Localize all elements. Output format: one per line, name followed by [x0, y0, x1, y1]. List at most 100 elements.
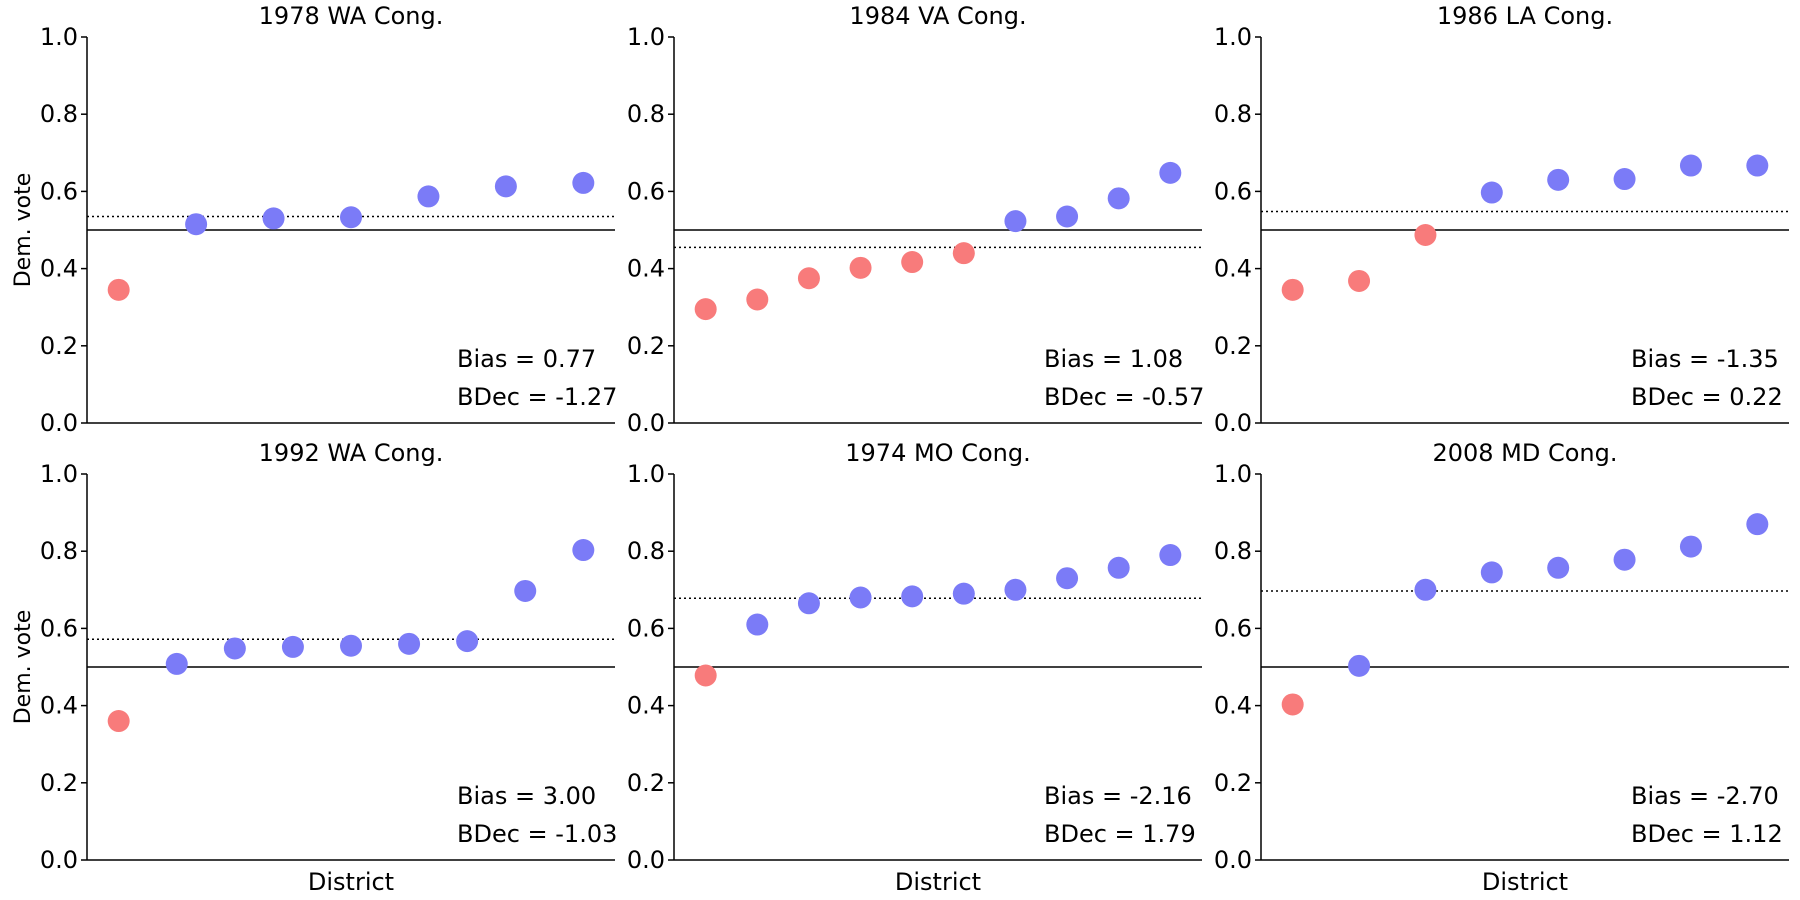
y-tick-label: 0.8	[1214, 100, 1252, 128]
y-tick-label: 0.0	[1214, 409, 1252, 437]
bias-label: Bias = 1.08	[1044, 345, 1183, 373]
district-point	[107, 278, 130, 301]
panel-4: 1992 WA Cong. 0.0 0.2 0.4 0.6 0.8 1.0 Dem. vote…	[11, 439, 617, 896]
district-point	[797, 592, 820, 615]
district-point	[165, 652, 188, 675]
y-tick-label: 1.0	[627, 23, 665, 51]
district-point	[1056, 205, 1079, 228]
bdec-label: BDec = 1.12	[1631, 820, 1783, 848]
x-axis-label: District	[308, 868, 394, 896]
district-point	[1547, 168, 1570, 191]
bias-label: Bias = 0.77	[457, 345, 596, 373]
y-tick-label: 1.0	[40, 460, 78, 488]
district-point	[185, 213, 208, 236]
y-tick-label: 0.4	[627, 692, 665, 720]
district-point	[694, 664, 717, 687]
district-point	[746, 613, 769, 636]
panel-title: 2008 MD Cong.	[1432, 439, 1617, 467]
y-tick-label: 0.6	[40, 614, 78, 642]
district-point	[1414, 224, 1437, 247]
district-point	[1679, 535, 1702, 558]
y-tick-label: 1.0	[1214, 23, 1252, 51]
district-point	[849, 256, 872, 279]
district-point	[1159, 544, 1182, 567]
district-point	[1159, 161, 1182, 184]
district-point	[572, 539, 595, 562]
district-point	[1281, 278, 1304, 301]
district-point	[340, 206, 362, 229]
panel-title: 1984 VA Cong.	[849, 2, 1026, 30]
district-point	[1414, 578, 1437, 601]
y-tick-label: 0.6	[1214, 177, 1252, 205]
bias-label: Bias = -2.70	[1631, 782, 1779, 810]
bias-label: Bias = 3.00	[457, 782, 596, 810]
y-tick-label: 0.6	[40, 177, 78, 205]
panel-6: 2008 MD Cong. 0.0 0.2 0.4 0.6 0.8 1.0 District B…	[1214, 439, 1789, 896]
panel-title: 1986 LA Cong.	[1437, 2, 1613, 30]
panel-title: 1978 WA Cong.	[259, 2, 444, 30]
x-axis-label: District	[1482, 868, 1568, 896]
district-point	[797, 267, 820, 290]
district-point	[572, 171, 595, 194]
y-tick-label: 0.4	[40, 692, 78, 720]
y-tick-label: 0.2	[1214, 769, 1252, 797]
district-point	[340, 634, 362, 657]
district-point	[1547, 556, 1570, 579]
district-point	[1107, 187, 1130, 210]
y-tick-label: 0.2	[627, 769, 665, 797]
y-tick-label: 1.0	[40, 23, 78, 51]
y-tick-label: 0.0	[40, 409, 78, 437]
panel-title: 1992 WA Cong.	[259, 439, 444, 467]
district-point	[1348, 269, 1371, 292]
panel-5: 1974 MO Cong. 0.0 0.2 0.4 0.6 0.8 1.0 District B…	[627, 439, 1202, 896]
bdec-label: BDec = -1.03	[457, 820, 617, 848]
y-tick-label: 0.2	[40, 332, 78, 360]
y-tick-label: 0.6	[627, 177, 665, 205]
y-tick-label: 0.8	[1214, 537, 1252, 565]
y-tick-label: 0.8	[627, 100, 665, 128]
y-tick-label: 0.4	[1214, 255, 1252, 283]
district-point	[746, 288, 769, 311]
panel-title: 1974 MO Cong.	[845, 439, 1030, 467]
panel-1: 1978 WA Cong. 0.0 0.2 0.4 0.6 0.8 1.0 Dem. vote…	[11, 2, 617, 437]
y-tick-label: 0.4	[627, 255, 665, 283]
y-tick-label: 1.0	[1214, 460, 1252, 488]
bias-label: Bias = -2.16	[1044, 782, 1192, 810]
y-tick-label: 0.8	[40, 537, 78, 565]
y-tick-label: 0.0	[627, 846, 665, 874]
district-point	[1480, 561, 1503, 584]
bdec-label: BDec = 1.79	[1044, 820, 1196, 848]
y-tick-label: 0.2	[627, 332, 665, 360]
bias-label: Bias = -1.35	[1631, 345, 1779, 373]
y-tick-label: 0.4	[40, 255, 78, 283]
district-point	[1613, 548, 1636, 571]
district-point	[1107, 556, 1130, 579]
district-point	[1480, 181, 1503, 204]
district-point	[494, 175, 517, 198]
y-tick-label: 1.0	[627, 460, 665, 488]
y-tick-label: 0.8	[627, 537, 665, 565]
district-point	[952, 582, 975, 605]
x-axis-label: District	[895, 868, 981, 896]
bdec-label: BDec = -1.27	[457, 383, 617, 411]
district-point	[1004, 578, 1027, 601]
panel-3: 1986 LA Cong. 0.0 0.2 0.4 0.6 0.8 1.0 Bias = -1…	[1214, 2, 1789, 437]
y-axis-label: Dem. vote	[11, 173, 36, 288]
y-tick-label: 0.2	[1214, 332, 1252, 360]
district-point	[417, 185, 440, 208]
district-point	[107, 710, 130, 733]
district-point	[1004, 210, 1027, 233]
panel-2: 1984 VA Cong. 0.0 0.2 0.4 0.6 0.8 1.0 Bias = 1.…	[627, 2, 1205, 437]
y-tick-label: 0.8	[40, 100, 78, 128]
y-tick-label: 0.2	[40, 769, 78, 797]
district-point	[1613, 168, 1636, 191]
district-point	[223, 637, 246, 660]
district-point	[398, 632, 421, 655]
district-point	[262, 207, 285, 230]
district-point	[1746, 154, 1769, 177]
y-tick-label: 0.6	[627, 614, 665, 642]
y-tick-label: 0.6	[1214, 614, 1252, 642]
district-point	[952, 242, 975, 265]
district-point	[456, 630, 479, 653]
